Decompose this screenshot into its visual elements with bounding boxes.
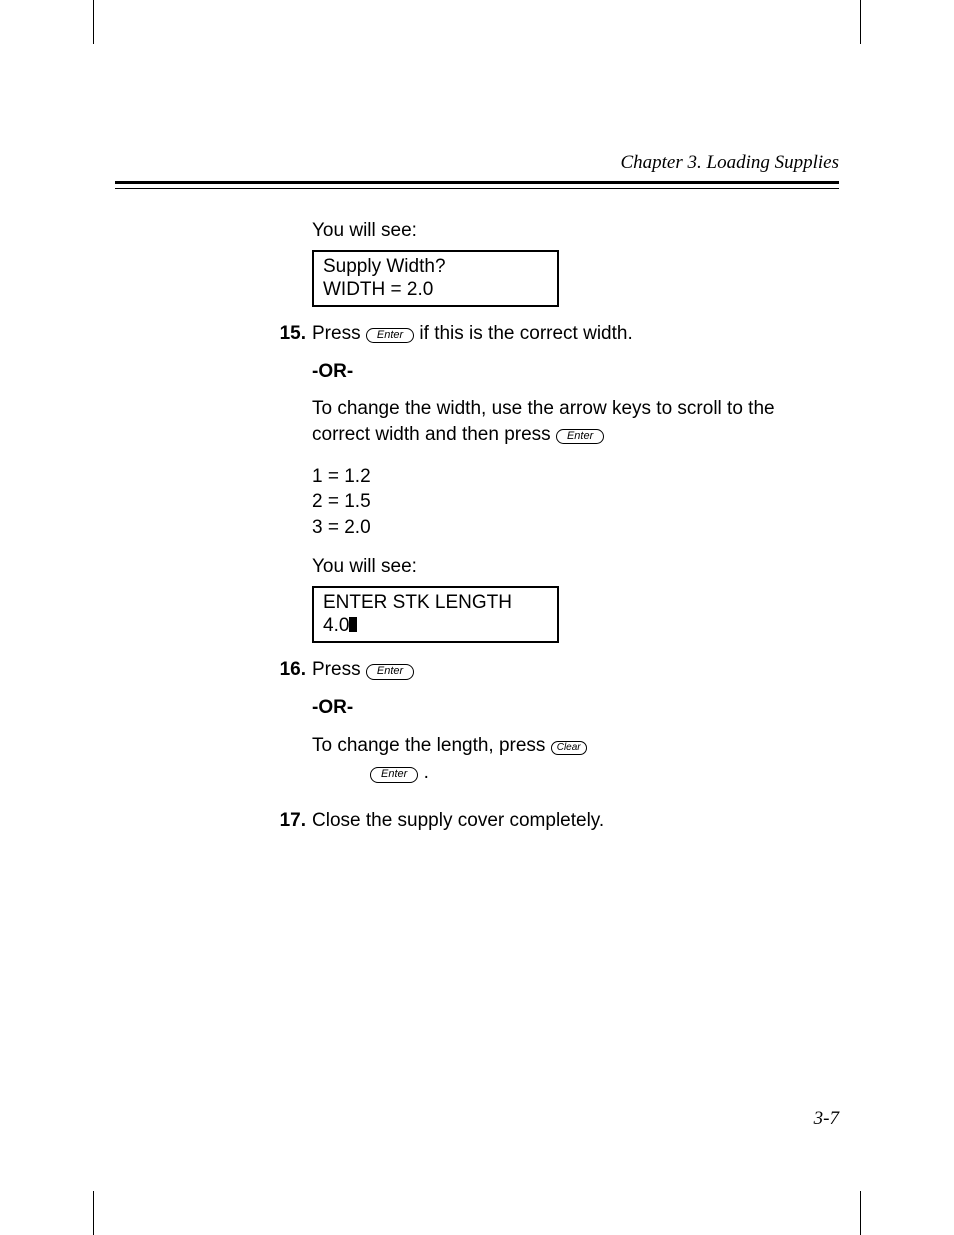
enter-key-icon: Enter [366,664,414,680]
step-17-number: 17. [266,808,312,834]
width-options: 1 = 1.2 2 = 1.5 3 = 2.0 [312,464,839,541]
you-will-see-1: You will see: [312,218,839,244]
step-15-text-a: Press [312,323,366,344]
header-rule-thick [115,181,839,184]
enter-key-icon: Enter [370,767,418,783]
header-rule-thin [115,188,839,189]
step-15-or: -OR- [312,359,839,385]
step-15: 15. Press Enter if this is the correct w… [266,321,839,347]
step-16: 16. Press Enter [266,657,839,683]
step-16-para2: To change the length, press Clear Enter … [312,733,839,786]
chapter-header: Chapter 3. Loading Supplies [620,152,839,174]
lcd-display-1: Supply Width? WIDTH = 2.0 [312,250,559,307]
cursor-icon [349,617,357,632]
you-will-see-2: You will see: [312,554,839,580]
step-15-para2: To change the width, use the arrow keys … [312,396,839,447]
step-16-number: 16. [266,657,312,683]
step-16-text-a: Press [312,659,366,680]
enter-key-icon: Enter [366,328,414,344]
step-15-para2a: To change the width, use the arrow keys … [312,396,839,422]
width-option-2: 2 = 1.5 [312,489,839,515]
lcd1-line2: WIDTH = 2.0 [323,278,548,301]
clear-key-icon: Clear [551,741,587,756]
width-option-1: 1 = 1.2 [312,464,839,490]
page-number: 3-7 [814,1108,839,1130]
lcd1-line1: Supply Width? [323,255,548,278]
enter-key-icon: Enter [556,429,604,445]
step-15-para2b: correct width and then press [312,424,556,445]
step-16-or: -OR- [312,695,839,721]
step-16-period: . [418,762,429,783]
lcd-display-2: ENTER STK LENGTH 4.0 [312,586,559,643]
lcd2-line1: ENTER STK LENGTH [323,591,548,614]
width-option-3: 3 = 2.0 [312,515,839,541]
step-15-text-b: if this is the correct width. [414,323,633,344]
step-17-text: Close the supply cover completely. [312,808,839,834]
step-15-number: 15. [266,321,312,347]
lcd2-line2: 4.0 [323,615,349,636]
step-16-para2-text: To change the length, press [312,735,551,756]
step-17: 17. Close the supply cover completely. [266,808,839,834]
